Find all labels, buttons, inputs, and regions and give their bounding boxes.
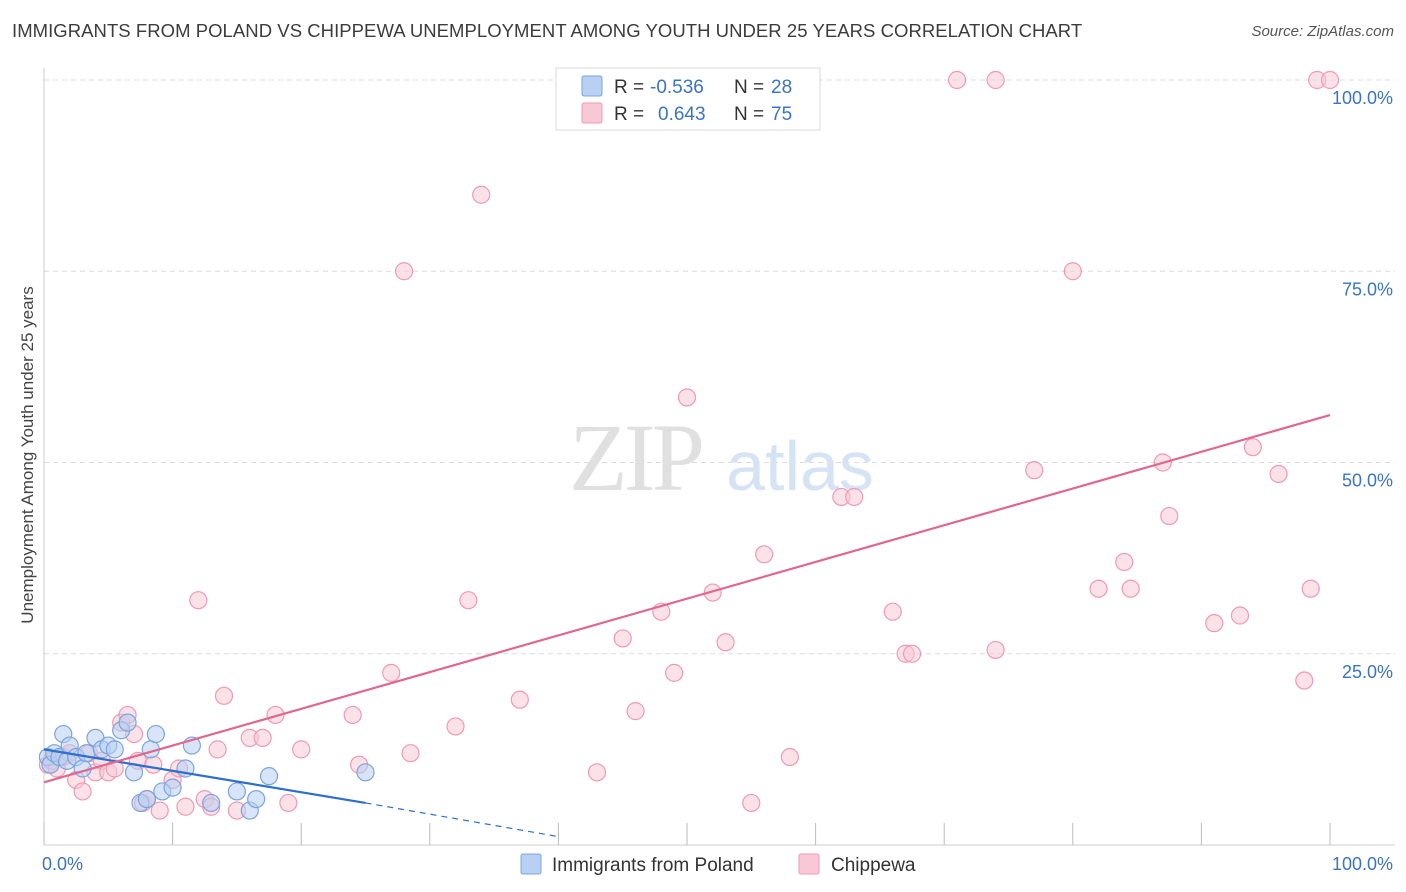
legend-r-label-poland: R = <box>614 77 644 98</box>
chippewa-point-68 <box>1160 506 1179 526</box>
x-tick-labels: 0.0% 100.0% <box>42 854 1393 874</box>
poland-point-29 <box>259 767 279 786</box>
chippewa-point-40 <box>459 591 478 610</box>
trend-line-chippewa <box>43 414 1331 784</box>
chippewa-point-49 <box>703 583 722 602</box>
chippewa-point-19 <box>150 801 169 820</box>
legend-swatch-chippewa <box>581 102 603 124</box>
y-tick-label-2: 50.0% <box>1342 471 1393 491</box>
legend-r-value-poland: -0.536 <box>650 77 704 98</box>
chippewa-point-76 <box>1320 70 1340 90</box>
poland-point-20 <box>146 724 165 744</box>
chippewa-point-60 <box>986 640 1005 660</box>
trend-lines <box>43 414 1331 838</box>
gridlines <box>44 79 1395 655</box>
x-tick-label-1: 100.0% <box>1332 854 1393 874</box>
x-tick-label-0: 0.0% <box>42 854 83 874</box>
chippewa-point-74 <box>1301 579 1320 598</box>
legend-bottom-label-chippewa: Chippewa <box>831 855 916 876</box>
chippewa-point-34 <box>343 705 362 725</box>
poland-point-28 <box>247 789 266 809</box>
chippewa-point-48 <box>677 388 697 407</box>
chippewa-point-55 <box>845 487 864 507</box>
series-poland-points <box>38 713 375 820</box>
chippewa-point-42 <box>510 690 529 709</box>
chippewa-point-44 <box>613 629 632 648</box>
axes <box>43 68 1395 846</box>
chippewa-point-64 <box>1089 579 1108 598</box>
chippewa-point-50 <box>716 633 735 652</box>
chippewa-point-37 <box>394 262 414 281</box>
legend-bottom-swatch-poland <box>520 853 542 875</box>
chippewa-point-6 <box>73 782 92 801</box>
chippewa-point-72 <box>1269 464 1288 484</box>
poland-point-30 <box>356 763 375 782</box>
legend-n-value-poland: 28 <box>771 77 792 98</box>
chippewa-point-30 <box>253 728 272 748</box>
chippewa-point-65 <box>1115 552 1134 572</box>
poland-point-18 <box>137 789 156 809</box>
chippewa-point-69 <box>1205 614 1224 633</box>
trend-line-poland-extension <box>365 802 559 838</box>
chippewa-point-36 <box>382 663 401 682</box>
chippewa-point-26 <box>208 740 227 759</box>
poland-point-22 <box>163 778 182 797</box>
legend-n-label-chippewa: N = <box>734 104 764 125</box>
chippewa-point-53 <box>780 747 799 767</box>
poland-point-9 <box>77 744 96 763</box>
chippewa-point-39 <box>446 717 465 736</box>
legend-bottom-swatch-chippewa <box>798 853 820 875</box>
poland-point-13 <box>105 740 124 759</box>
chart-title: IMMIGRANTS FROM POLAND VS CHIPPEWA UNEMP… <box>12 20 1083 41</box>
watermark: ZIP atlas <box>569 404 874 511</box>
poland-point-26 <box>227 782 246 801</box>
legend-n-value-chippewa: 75 <box>771 104 792 125</box>
chippewa-point-22 <box>176 797 195 816</box>
chippewa-point-23 <box>189 591 208 610</box>
chippewa-point-52 <box>755 545 774 564</box>
chippewa-point-41 <box>472 185 491 204</box>
y-tick-labels: 100.0% 75.0% 50.0% 25.0% <box>1332 88 1393 682</box>
chippewa-point-63 <box>1063 262 1082 281</box>
legend-bottom-label-poland: Immigrants from Poland <box>552 855 754 876</box>
poland-point-25 <box>202 793 221 813</box>
chippewa-point-31 <box>266 705 285 725</box>
chippewa-point-58 <box>902 644 922 663</box>
poland-point-15 <box>118 713 137 732</box>
legend-r-value-chippewa: 0.643 <box>658 104 706 125</box>
chippewa-point-62 <box>1025 461 1044 480</box>
chippewa-point-51 <box>742 793 761 813</box>
y-tick-label-0: 100.0% <box>1332 88 1393 108</box>
chippewa-point-70 <box>1230 606 1250 625</box>
legend-swatch-poland <box>581 75 603 97</box>
chippewa-point-32 <box>279 793 298 813</box>
chippewa-point-56 <box>883 602 902 621</box>
chippewa-point-18 <box>144 755 163 774</box>
series-legend: Immigrants from Poland Chippewa <box>520 853 916 876</box>
chippewa-point-33 <box>292 740 311 759</box>
chippewa-point-45 <box>626 702 645 721</box>
legend-n-label-poland: N = <box>734 77 764 98</box>
chippewa-point-43 <box>587 763 607 782</box>
chippewa-point-38 <box>401 744 420 763</box>
chippewa-point-61 <box>986 70 1005 90</box>
correlation-legend: R = -0.536 N = 28 R = 0.643 N = 75 <box>555 67 821 131</box>
source-label: Source: ZipAtlas.com <box>1251 23 1394 40</box>
y-tick-label-1: 75.0% <box>1342 279 1393 299</box>
watermark-zip: ZIP <box>569 404 702 511</box>
chippewa-point-66 <box>1121 579 1140 598</box>
chippewa-point-47 <box>665 663 684 682</box>
chippewa-point-73 <box>1295 671 1314 690</box>
legend-r-label-chippewa: R = <box>614 104 644 125</box>
chippewa-point-71 <box>1243 438 1262 457</box>
y-tick-label-3: 25.0% <box>1342 662 1393 682</box>
chippewa-point-59 <box>947 70 967 90</box>
chippewa-point-27 <box>214 686 234 705</box>
trend-line-poland <box>43 748 366 805</box>
